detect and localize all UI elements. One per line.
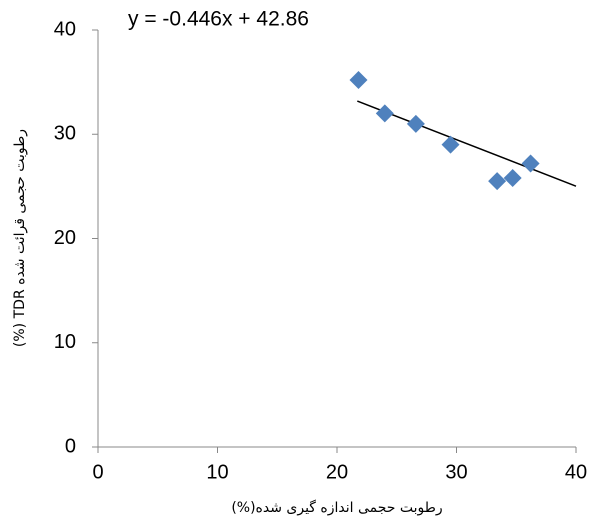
y-tick-label: 40: [54, 18, 76, 40]
y-tick-label: 10: [54, 331, 76, 353]
x-tick-label: 40: [565, 461, 587, 483]
data-point: [503, 169, 522, 188]
data-point: [488, 172, 507, 191]
data-point: [349, 71, 368, 90]
data-point: [406, 114, 425, 133]
x-axis-title: رطوبت حجمی اندازه گیری شده(%): [231, 499, 442, 516]
trendline: [357, 100, 577, 187]
y-tick-label: 30: [54, 123, 76, 145]
data-point: [441, 135, 460, 154]
data-point: [521, 154, 540, 173]
trendline-equation: y = -0.446x + 42.86: [128, 8, 309, 31]
y-axis-title: رطوبت حجمی قرائت شده TDR (%): [12, 129, 28, 347]
data-point: [375, 104, 394, 123]
x-tick-label: 20: [326, 461, 348, 483]
y-tick-label: 0: [65, 435, 76, 457]
x-tick-label: 0: [92, 461, 103, 483]
y-tick-label: 20: [54, 227, 76, 249]
x-tick-label: 30: [445, 461, 467, 483]
x-tick-label: 10: [206, 461, 228, 483]
